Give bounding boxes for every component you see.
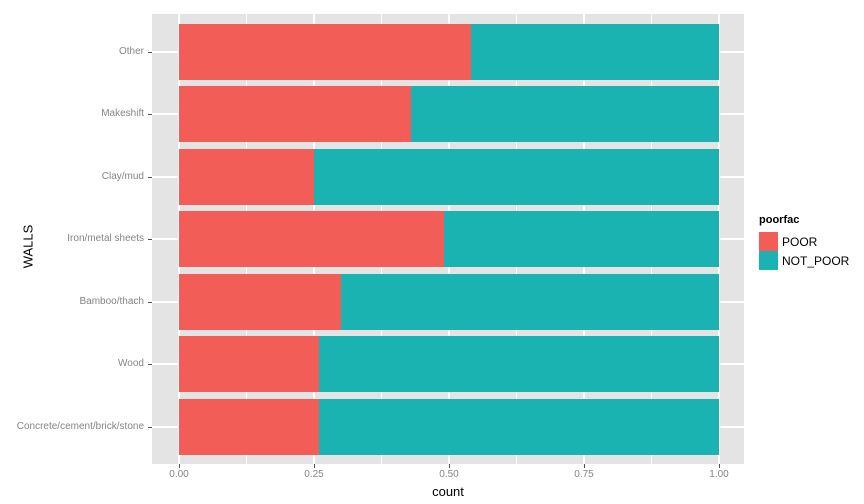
plot-panel bbox=[152, 14, 744, 464]
bar-row bbox=[179, 86, 719, 142]
y-tick-mark bbox=[148, 426, 152, 428]
x-tick-label: 1.00 bbox=[709, 469, 729, 480]
y-tick-label: Clay/mud bbox=[101, 170, 144, 182]
y-tick-label: Other bbox=[118, 45, 144, 57]
bar-segment-not_poor bbox=[411, 86, 719, 142]
x-tick-label: 0.50 bbox=[439, 469, 459, 480]
legend-title: poorfac bbox=[759, 214, 800, 226]
legend-swatch-poor bbox=[759, 232, 778, 251]
bar-row bbox=[179, 336, 719, 392]
legend-entry: POOR bbox=[759, 232, 849, 251]
x-tick-mark bbox=[314, 464, 315, 468]
y-tick-label: Concrete/cement/brick/stone bbox=[16, 420, 144, 432]
x-tick-label: 0.25 bbox=[304, 469, 324, 480]
bar-segment-poor bbox=[179, 211, 444, 267]
legend-entries: POOR NOT_POOR bbox=[759, 232, 849, 270]
y-tick-label: Makeshift bbox=[101, 108, 144, 119]
bar-row bbox=[179, 148, 719, 205]
bar-segment-not_poor bbox=[341, 273, 719, 330]
x-tick-label: 0.75 bbox=[574, 469, 594, 480]
bar-segment-poor bbox=[179, 86, 412, 142]
bar-segment-not_poor bbox=[319, 398, 719, 455]
bar-segment-poor bbox=[179, 23, 471, 80]
legend-entry: NOT_POOR bbox=[759, 251, 849, 270]
y-tick-label: Bamboo/thach bbox=[79, 295, 145, 307]
y-tick-mark bbox=[148, 301, 152, 303]
y-tick-mark bbox=[148, 239, 152, 240]
bar-row bbox=[179, 398, 719, 455]
bar-segment-not_poor bbox=[443, 211, 719, 267]
y-tick-label: Wood bbox=[118, 358, 144, 369]
x-tick-label: 0.00 bbox=[169, 469, 189, 480]
bar-row bbox=[179, 23, 719, 80]
legend: poorfac POOR NOT_POOR bbox=[759, 214, 849, 270]
x-tick-mark bbox=[719, 464, 720, 468]
y-tick-mark bbox=[148, 364, 152, 365]
legend-entry-label: NOT_POOR bbox=[782, 253, 850, 268]
legend-swatch-not_poor bbox=[759, 251, 778, 270]
y-tick-label: Iron/metal sheets bbox=[67, 233, 144, 244]
x-axis-title: count bbox=[432, 484, 464, 499]
y-axis-title: WALLS bbox=[20, 224, 36, 269]
legend-entry-label: POOR bbox=[782, 234, 818, 249]
bar-segment-not_poor bbox=[470, 23, 719, 80]
y-tick-mark bbox=[148, 51, 152, 53]
bar-segment-not_poor bbox=[319, 336, 719, 392]
bar-segment-poor bbox=[179, 398, 320, 455]
bar-row bbox=[179, 211, 719, 267]
bar-segment-not_poor bbox=[314, 148, 719, 205]
bar-segment-poor bbox=[179, 336, 320, 392]
gridline-major bbox=[718, 14, 720, 464]
bar-segment-poor bbox=[179, 273, 341, 330]
bar-row bbox=[179, 273, 719, 330]
x-tick-mark bbox=[179, 464, 180, 468]
y-tick-mark bbox=[148, 114, 152, 115]
bar-segment-poor bbox=[179, 148, 314, 205]
x-tick-mark bbox=[449, 464, 450, 468]
x-tick-mark bbox=[584, 464, 585, 468]
y-tick-mark bbox=[148, 176, 152, 178]
